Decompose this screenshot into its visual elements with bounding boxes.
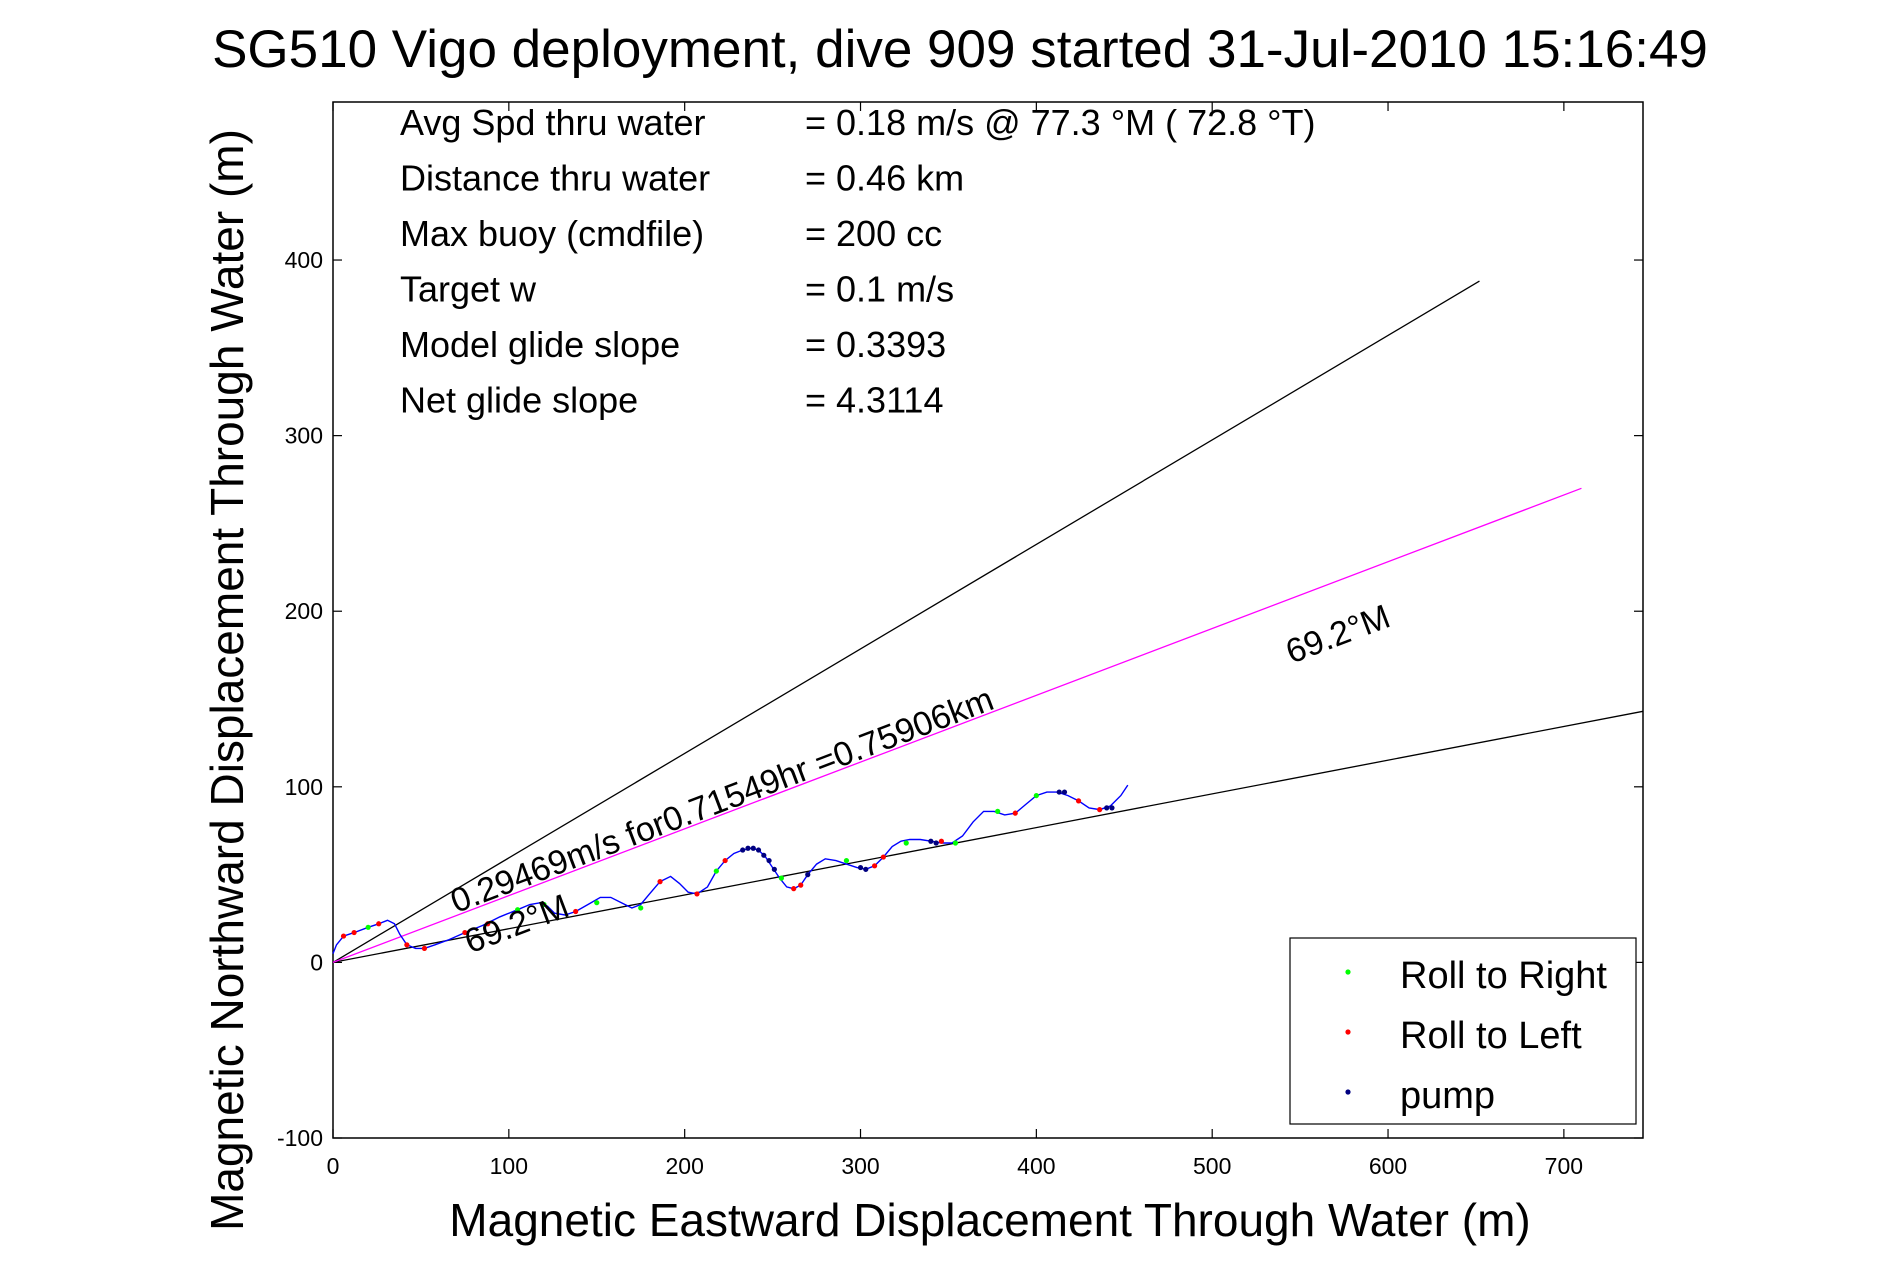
- x-tick-label: 300: [841, 1153, 879, 1179]
- course-line: [332, 487, 1582, 964]
- marker-point: [798, 882, 804, 888]
- marker-point: [376, 921, 382, 927]
- y-tick-label: 0: [310, 949, 323, 975]
- legend-label: pump: [1400, 1075, 1495, 1117]
- legend-marker: [1345, 1029, 1351, 1035]
- stat-label: Target w: [400, 269, 537, 310]
- legend-label: Roll to Left: [1400, 1015, 1582, 1057]
- marker-series: [740, 789, 1115, 878]
- marker-point: [1012, 810, 1018, 816]
- marker-point: [638, 905, 644, 911]
- reference-lines: [332, 280, 1644, 964]
- x-tick-label: 700: [1545, 1153, 1583, 1179]
- marker-point: [694, 891, 700, 897]
- marker-point: [1033, 792, 1039, 799]
- marker-point: [722, 857, 728, 864]
- legend-marker: [1345, 969, 1351, 975]
- marker-series: [340, 798, 1103, 951]
- marker-point: [805, 872, 811, 878]
- stat-value: = 0.46 km: [805, 158, 964, 199]
- marker-point: [928, 838, 934, 844]
- marker-point: [485, 921, 491, 927]
- chart-title: SG510 Vigo deployment, dive 909 started …: [212, 20, 1708, 79]
- marker-point: [903, 840, 909, 846]
- marker-point: [871, 863, 878, 869]
- stat-label: Model glide slope: [400, 324, 680, 365]
- x-tick-label: 400: [1017, 1153, 1055, 1179]
- marker-point: [713, 868, 719, 874]
- y-tick-label: -100: [277, 1125, 323, 1151]
- stat-label: Max buoy (cmdfile): [400, 213, 704, 254]
- legend-marker: [1345, 1089, 1351, 1095]
- x-tick-label: 100: [490, 1153, 528, 1179]
- reference-line: [332, 280, 1480, 963]
- marker-point: [938, 838, 945, 844]
- marker-point: [1109, 805, 1115, 811]
- stat-value: = 4.3114: [805, 380, 943, 421]
- marker-point: [404, 942, 410, 948]
- marker-point: [755, 847, 762, 853]
- stat-label: Avg Spd thru water: [400, 102, 706, 143]
- marker-point: [843, 857, 850, 864]
- marker-point: [1061, 789, 1068, 795]
- marker-point: [594, 900, 600, 906]
- marker-point: [880, 854, 886, 860]
- y-tick-label: 400: [285, 247, 323, 273]
- marker-point: [766, 857, 772, 864]
- marker-point: [791, 886, 797, 892]
- marker-point: [863, 866, 869, 872]
- x-tick-label: 600: [1369, 1153, 1407, 1179]
- marker-point: [573, 908, 579, 915]
- marker-series: [365, 792, 1039, 930]
- marker-point: [857, 864, 864, 871]
- marker-point: [421, 945, 428, 951]
- stat-label: Net glide slope: [400, 380, 638, 421]
- marker-point: [515, 907, 521, 913]
- marker-point: [1104, 805, 1110, 811]
- x-tick-label: 200: [665, 1153, 703, 1179]
- marker-point: [995, 808, 1001, 814]
- marker-point: [1056, 789, 1062, 795]
- marker-point: [1097, 807, 1103, 813]
- x-tick-label: 0: [327, 1153, 340, 1179]
- legend: Roll to Right Roll to Left pump: [1289, 937, 1637, 1125]
- marker-point: [462, 929, 468, 936]
- marker-point: [933, 840, 939, 846]
- marker-point: [952, 840, 959, 846]
- marker-point: [657, 879, 663, 885]
- stat-value: = 0.18 m/s @ 77.3 °M ( 72.8 °T): [805, 102, 1316, 143]
- data-series: [332, 784, 1129, 954]
- stat-label: Distance thru water: [400, 158, 710, 199]
- marker-point: [351, 929, 357, 936]
- marker-point: [771, 866, 777, 872]
- legend-label: Roll to Right: [1400, 955, 1607, 997]
- marker-point: [761, 852, 767, 858]
- x-axis-label: Magnetic Eastward Displacement Through W…: [449, 1194, 1530, 1246]
- marker-point: [740, 847, 746, 853]
- marker-point: [750, 845, 756, 851]
- y-tick-label: 100: [285, 774, 323, 800]
- stat-value: = 0.1 m/s: [805, 269, 954, 310]
- y-axis-label: Magnetic Northward Displacement Through …: [201, 129, 253, 1231]
- x-tick-label: 500: [1193, 1153, 1231, 1179]
- marker-point: [778, 875, 784, 881]
- y-tick-label: 200: [285, 598, 323, 624]
- reference-line: [332, 710, 1644, 964]
- marker-point: [340, 933, 347, 939]
- marker-point: [365, 924, 371, 930]
- stat-value: = 200 cc: [805, 213, 942, 254]
- marker-point: [745, 845, 751, 851]
- marker-point: [541, 901, 547, 908]
- stat-value: = 0.3393: [805, 324, 946, 365]
- stats-box: Avg Spd thru water = 0.18 m/s @ 77.3 °M (…: [400, 102, 1316, 421]
- y-tick-label: 300: [285, 423, 323, 449]
- marker-point: [1075, 798, 1082, 804]
